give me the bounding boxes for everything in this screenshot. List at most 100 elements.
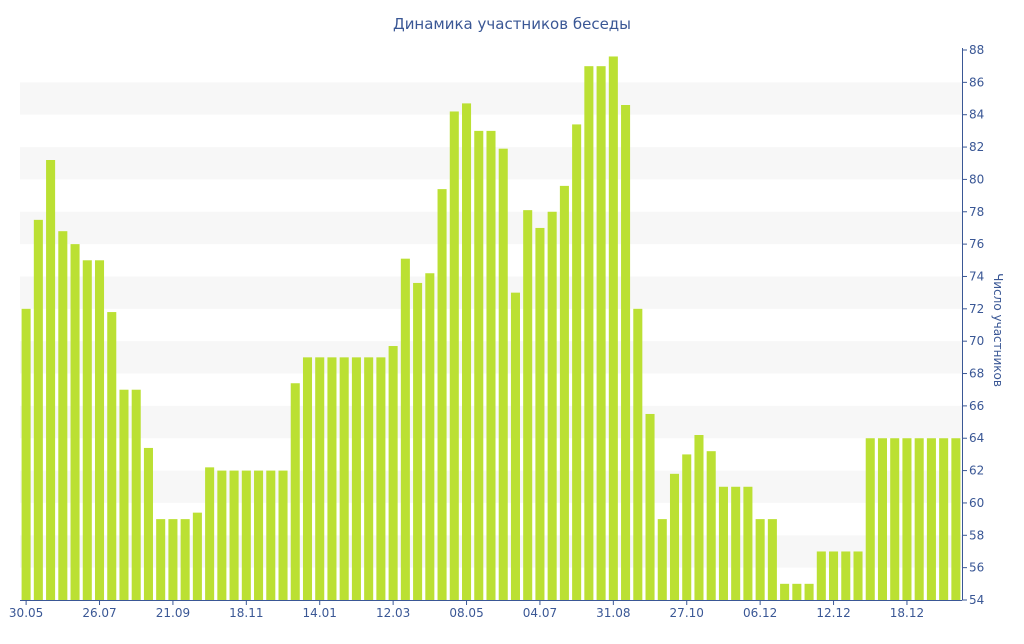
y-tick-label: 76 [969,237,984,251]
y-tick-label: 80 [969,172,984,186]
y-tick-label: 54 [969,593,984,607]
bar [596,66,606,601]
y-tick-label: 78 [969,205,984,219]
bar [926,438,936,600]
bar [46,160,56,600]
bar [584,66,594,601]
bar [180,519,190,600]
x-tick-label: 08.05 [449,606,483,620]
bar [816,551,826,600]
x-tick-label: 30.05 [9,606,43,620]
x-tick-label: 27.10 [670,606,704,620]
x-tick-label: 18.11 [229,606,263,620]
bar [229,470,239,600]
bar [608,56,618,601]
x-tick-label: 18.12 [890,606,924,620]
bar [290,383,300,600]
bar [547,211,557,600]
x-tick-label: 06.12 [743,606,777,620]
bar [657,519,667,600]
bar [902,438,912,600]
y-tick-label: 88 [969,43,984,57]
bar [241,470,251,600]
bar [792,583,802,600]
bar [718,486,728,600]
bar [21,308,31,600]
grid-band [20,82,962,115]
bar [437,189,447,600]
bar [731,486,741,600]
bar [376,357,386,600]
x-axis: 30.05 26.07 21.09 18.11 14.01 12.03 08.05 04.07… [9,600,962,620]
y-axis: 54 56 58 60 62 64 66 68 70 72 74 76 78 80 82 84 86 88 [962,43,984,607]
bar [143,447,153,600]
bar [351,357,361,600]
bar [755,519,765,600]
y-tick-label: 64 [969,431,984,445]
bar [156,519,166,600]
bar [645,413,655,600]
bar [119,389,129,600]
bar [890,438,900,600]
bar [192,512,202,600]
x-tick-label: 21.09 [156,606,190,620]
y-tick-label: 82 [969,140,984,154]
bar [669,473,680,600]
bar [572,124,582,600]
x-tick-label: 04.07 [523,606,557,620]
y-tick-label: 58 [969,528,984,542]
bar [302,357,313,600]
bar [364,357,374,600]
y-tick-label: 68 [969,367,984,381]
bar [498,148,508,600]
bar [486,130,496,600]
bar [535,227,545,600]
bar [694,435,704,600]
bar [107,312,117,600]
bar [339,357,349,600]
bar [951,438,961,600]
bar [914,438,924,600]
bar [474,130,484,600]
bar [939,438,949,600]
y-tick-label: 60 [969,496,984,510]
bar [559,185,569,600]
bar [425,273,435,600]
bar [131,389,141,600]
x-tick-label: 12.03 [376,606,410,620]
bar [82,260,92,600]
y-tick-label: 72 [969,302,984,316]
bar [449,111,459,600]
bar [33,219,43,600]
bar [168,519,178,600]
bar [278,470,288,600]
bar [865,438,875,600]
y-tick-label: 56 [969,561,984,575]
x-tick-label: 14.01 [303,606,337,620]
y-tick-label: 74 [969,269,984,283]
bar [327,357,337,600]
bar [205,467,215,600]
bar [388,346,398,600]
bar [254,470,264,600]
bar [413,282,423,600]
bar [780,583,790,600]
bar [94,260,105,600]
y-tick-label: 66 [969,399,984,413]
x-tick-label: 12.12 [816,606,850,620]
bar [706,451,716,600]
bar [58,231,68,600]
bar [621,105,631,600]
bar [217,470,227,600]
x-tick-label: 26.07 [82,606,116,620]
y-tick-label: 86 [969,75,984,89]
bar [510,292,520,600]
bar [633,308,643,600]
bar [70,244,80,600]
y-tick-label: 70 [969,334,984,348]
y-tick-label: 84 [969,108,984,122]
bar-series [21,56,961,601]
bar [804,583,814,600]
bar [853,551,863,600]
